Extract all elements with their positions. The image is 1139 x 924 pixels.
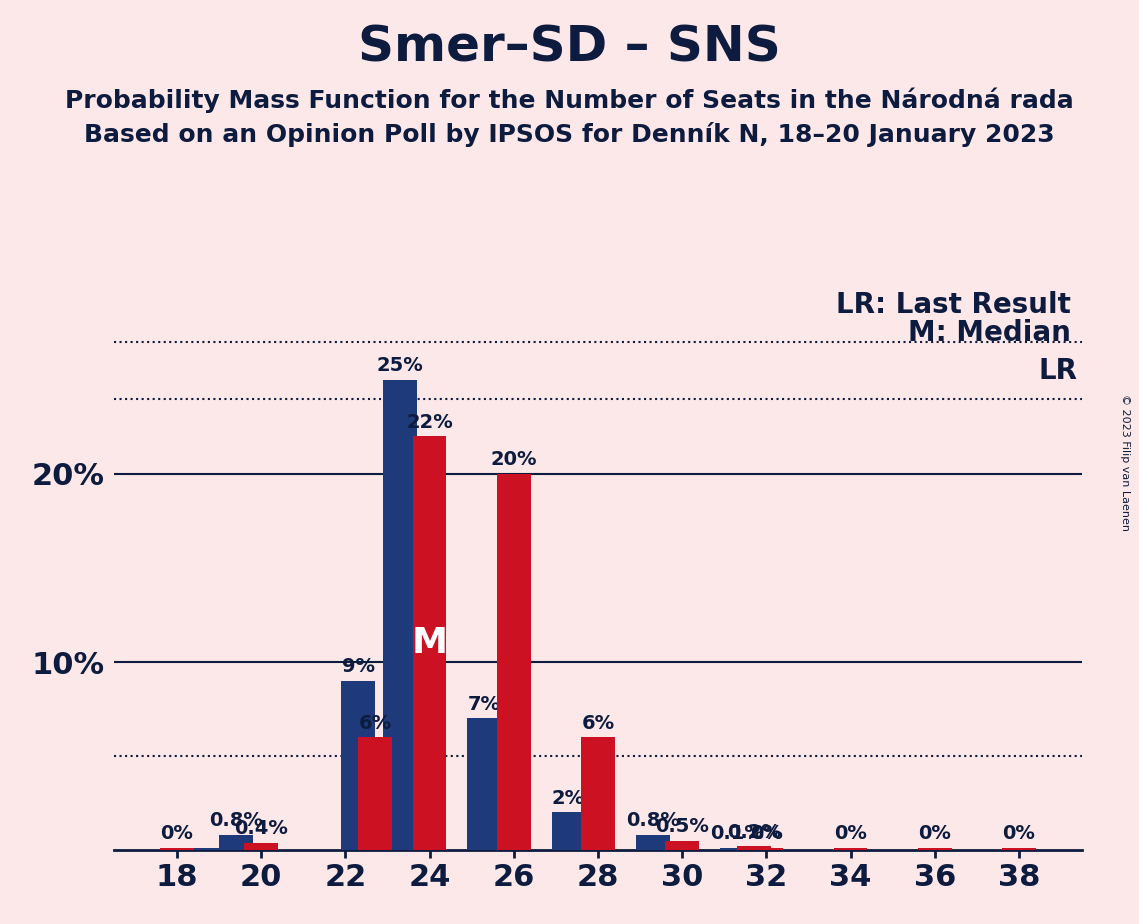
- Text: 0.2%: 0.2%: [727, 822, 780, 842]
- Bar: [918, 848, 951, 850]
- Bar: [749, 848, 784, 850]
- Text: M: M: [411, 626, 448, 661]
- Bar: [342, 681, 375, 850]
- Text: 0.8%: 0.8%: [210, 811, 263, 831]
- Text: 0%: 0%: [918, 824, 951, 843]
- Text: 2%: 2%: [552, 789, 585, 808]
- Text: 0.1%: 0.1%: [710, 824, 764, 844]
- Bar: [581, 737, 615, 850]
- Text: 25%: 25%: [377, 357, 424, 375]
- Bar: [467, 719, 501, 850]
- Bar: [720, 848, 754, 850]
- Bar: [636, 835, 670, 850]
- Text: 0%: 0%: [1002, 824, 1035, 843]
- Bar: [665, 841, 699, 850]
- Bar: [161, 848, 194, 850]
- Text: M: Median: M: Median: [908, 319, 1071, 346]
- Text: LR: Last Result: LR: Last Result: [836, 291, 1071, 319]
- Text: Probability Mass Function for the Number of Seats in the Národná rada: Probability Mass Function for the Number…: [65, 88, 1074, 114]
- Text: Based on an Opinion Poll by IPSOS for Denník N, 18–20 January 2023: Based on an Opinion Poll by IPSOS for De…: [84, 122, 1055, 147]
- Bar: [358, 737, 392, 850]
- Bar: [219, 835, 253, 850]
- Text: 22%: 22%: [407, 413, 453, 432]
- Bar: [384, 380, 417, 850]
- Text: 6%: 6%: [359, 713, 392, 733]
- Text: 0%: 0%: [749, 824, 782, 843]
- Text: 0%: 0%: [161, 824, 194, 843]
- Bar: [737, 846, 771, 850]
- Text: 0.5%: 0.5%: [655, 817, 710, 836]
- Bar: [497, 474, 531, 850]
- Text: LR: LR: [1039, 357, 1077, 384]
- Bar: [186, 848, 219, 850]
- Text: 6%: 6%: [581, 713, 615, 733]
- Bar: [245, 843, 278, 850]
- Bar: [1002, 848, 1035, 850]
- Text: 20%: 20%: [491, 450, 536, 469]
- Text: 9%: 9%: [342, 657, 375, 676]
- Text: 0.8%: 0.8%: [625, 811, 680, 831]
- Bar: [551, 812, 585, 850]
- Text: © 2023 Filip van Laenen: © 2023 Filip van Laenen: [1121, 394, 1130, 530]
- Text: Smer–SD – SNS: Smer–SD – SNS: [358, 23, 781, 71]
- Bar: [834, 848, 868, 850]
- Bar: [412, 436, 446, 850]
- Text: 0%: 0%: [834, 824, 867, 843]
- Text: 7%: 7%: [468, 695, 501, 713]
- Text: 0.4%: 0.4%: [235, 819, 288, 838]
